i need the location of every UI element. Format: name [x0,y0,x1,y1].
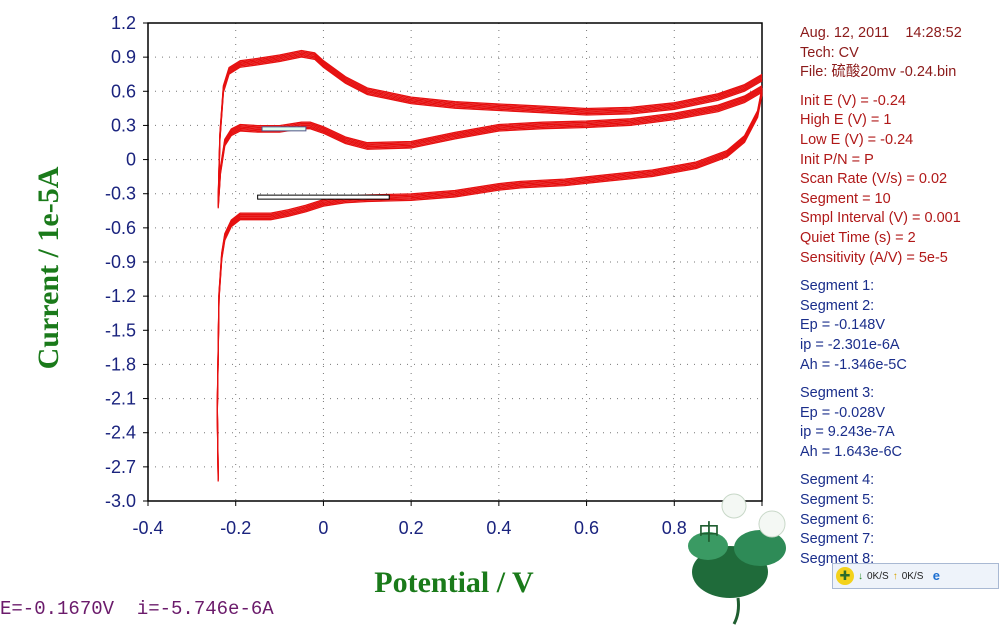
segend-line: Segment 7: [800,531,875,548]
lotus-decoration-image: 中 [688,493,786,625]
peak-markers [257,126,390,200]
cursor-readout: E=-0.1670V i=-5.746e-6A [0,598,274,620]
y-tick-label: -2.4 [105,423,136,443]
axes [143,22,763,506]
y-axis-label: Current / 1e-5A [32,166,65,370]
x-tick-label: -0.2 [220,518,251,538]
y-tick-label: 0.6 [111,81,136,101]
add-icon[interactable]: ✚ [836,567,854,585]
segend-line: Segment 6: [800,511,875,528]
segment-3-results: Ep = -0.028V ip = 9.243e-7A Ah = 1.643e-6C [800,404,999,463]
cv-curve-upper [217,56,763,207]
cv-curves [216,49,763,482]
cv-curve-middle [217,87,763,205]
cv-curve-upper [217,53,763,204]
date-text: Aug. 12, 2011 [800,25,890,41]
x-axis-label: Potential / V [374,566,534,599]
params-line: Init P/N = P [800,151,874,168]
seg2res-line: ip = -2.301e-6A [800,336,900,353]
download-speed: 0K/S [867,570,889,582]
y-tick-label: -1.5 [105,320,136,340]
x-tick-label: 0.6 [574,518,599,538]
x-tick-label: 0.8 [662,518,687,538]
segment-3-title: Segment 3: [800,385,875,402]
cv-curve-middle [217,89,763,206]
cv-curve-upper [217,49,763,200]
y-tick-label: 0 [126,150,136,170]
cv-curve-lower [216,87,763,476]
y-tick-label: -3.0 [105,491,136,511]
peak-marker-segment-2 [257,194,390,200]
cv-curve-middle [217,91,763,209]
cv-curve-upper [217,55,763,205]
x-tick-label: 0.2 [399,518,424,538]
upload-arrow-icon: ↑ [892,570,898,582]
x-tick-label: 0 [318,518,328,538]
cv-curve-middle [217,90,763,208]
plot-frame [147,22,763,502]
cv-curve-middle [217,85,763,202]
y-tick-label: 0.9 [111,47,136,67]
x-tick-label: -0.4 [132,518,163,538]
svg-text:中: 中 [698,521,720,546]
experiment-info-panel: Aug. 12, 2011 14:28:52 Tech: CV File: 硫酸… [800,24,999,569]
y-tick-label: -2.1 [105,389,136,409]
y-tick-label: -2.7 [105,457,136,477]
params-line: High E (V) = 1 [800,112,892,129]
x-tick-label: 0.4 [486,518,511,538]
cv-curve-lower [216,94,763,482]
y-tick-label: -1.2 [105,286,136,306]
cv-curve-upper [217,52,763,203]
segend-line: Segment 8: [800,550,875,567]
peak-marker-segment-3 [261,126,307,132]
grid-lines [148,23,762,501]
tech-line: Tech: CV [800,44,859,61]
segment-2-results: Ep = -0.148V ip = -2.301e-6A Ah = -1.346e-… [800,316,999,375]
params-line: Low E (V) = -0.24 [800,131,914,148]
params-line: Init E (V) = -0.24 [800,92,906,109]
upload-speed: 0K/S [901,570,924,582]
seg2res-line: Ah = -1.346e-5C [800,356,907,373]
params-line: Segment = 10 [800,190,891,207]
cv-curve-middle [217,86,763,204]
params-line: Smpl Interval (V) = 0.001 [800,210,961,227]
y-tick-label: -1.8 [105,354,136,374]
y-tick-label: -0.3 [105,184,136,204]
browser-icon[interactable]: e [932,568,940,583]
y-tick-label: -0.9 [105,252,136,272]
seg3res-line: ip = 9.243e-7A [800,424,895,441]
y-tick-label: 0.3 [111,115,136,135]
params-line: Scan Rate (V/s) = 0.02 [800,171,948,188]
file-line: File: 硫酸20mv -0.24.bin [800,64,957,81]
date-time-line: Aug. 12, 2011 14:28:52 [800,24,999,44]
seg3res-line: Ah = 1.643e-6C [800,443,902,460]
params-line: Sensitivity (A/V) = 5e-5 [800,249,948,266]
segend-line: Segment 4: [800,472,875,489]
seg2res-line: Ep = -0.148V [800,317,886,334]
params-line: Quiet Time (s) = 2 [800,229,916,246]
download-arrow-icon: ↓ [858,570,863,582]
segment-list-b: Segment 4: Segment 5: Segment 6: Segment 7:… [800,471,999,569]
seg1-line: Segment 1: [800,278,875,295]
parameter-list: Init E (V) = -0.24 High E (V) = 1 Low E (V… [800,92,999,268]
y-tick-label: 1.2 [111,13,136,33]
cv-curve-upper [217,51,763,201]
time-text: 14:28:52 [905,25,962,41]
cv-curve-lower [216,91,763,479]
y-tick-label: -0.6 [105,218,136,238]
cv-curve-lower [216,90,763,478]
network-speed-toolbar: ✚ ↓ 0K/S ↑ 0K/S e [832,563,999,589]
cv-curve-lower [216,93,763,481]
segend-line: Segment 5: [800,492,875,509]
seg3res-line: Ep = -0.028V [800,404,886,421]
segment-list-a: Segment 1: Segment 2: [800,277,999,316]
cv-curve-lower [216,89,763,477]
seg1-line: Segment 2: [800,297,875,314]
